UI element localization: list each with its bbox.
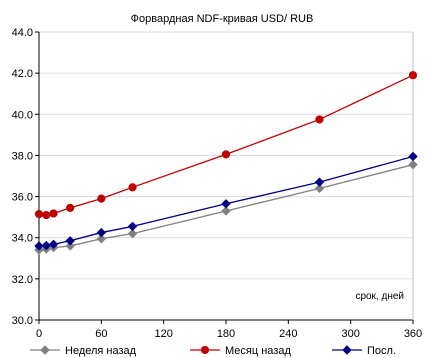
series-line-2 bbox=[38, 74, 414, 216]
y-tick-label: 32.0 bbox=[12, 274, 33, 286]
data-point-series-1 bbox=[96, 234, 107, 244]
x-tick-label: 180 bbox=[217, 328, 235, 340]
legend-item-2: Месяц назад bbox=[190, 345, 291, 357]
legend: Неделя назад Месяц назад Посл. bbox=[30, 345, 396, 357]
x-axis-label: срок, дней bbox=[355, 291, 404, 302]
data-point-series-1 bbox=[221, 206, 231, 216]
data-point-series-3 bbox=[314, 177, 325, 187]
data-point-series-3 bbox=[127, 221, 138, 232]
data-point-series-2 bbox=[315, 115, 324, 124]
y-tick-label: 36.0 bbox=[12, 192, 33, 204]
data-point-series-1 bbox=[65, 241, 75, 251]
legend-item-1: Неделя назад bbox=[30, 345, 137, 357]
data-point-series-3 bbox=[48, 239, 59, 250]
data-point-series-2 bbox=[34, 209, 44, 219]
legend-label: Месяц назад bbox=[225, 345, 291, 357]
y-tick-label: 38.0 bbox=[12, 150, 33, 162]
data-point-series-1 bbox=[408, 159, 418, 170]
data-point-series-2 bbox=[97, 194, 106, 203]
data-point-series-3 bbox=[221, 199, 231, 209]
y-tick-labels: 30.0 32.0 34.0 36.0 38.0 40.0 42.0 44.0 bbox=[12, 27, 33, 327]
x-tick-label: 60 bbox=[95, 328, 107, 340]
x-tick-label: 240 bbox=[279, 328, 297, 340]
series-lines bbox=[38, 74, 414, 251]
legend-label: Неделя назад bbox=[65, 345, 137, 357]
data-point-series-3 bbox=[408, 151, 418, 162]
x-tick-label: 360 bbox=[404, 328, 422, 340]
x-tick-label: 300 bbox=[341, 328, 359, 340]
data-point-series-2 bbox=[42, 210, 51, 220]
y-tick-label: 42.0 bbox=[12, 68, 33, 80]
data-point-series-3 bbox=[96, 227, 107, 238]
legend-swatch-marker bbox=[200, 345, 210, 355]
data-point-series-1 bbox=[314, 183, 325, 194]
data-point-series-1 bbox=[127, 228, 138, 239]
legend-label: Посл. bbox=[367, 345, 396, 357]
series-markers bbox=[34, 71, 418, 255]
legend-swatch-marker bbox=[40, 345, 50, 355]
data-point-series-2 bbox=[128, 183, 137, 192]
axes bbox=[35, 31, 414, 324]
data-point-series-2 bbox=[221, 150, 231, 159]
x-tick-labels: 0 60 120 180 240 300 360 bbox=[36, 328, 422, 340]
gridlines bbox=[39, 31, 413, 321]
data-point-series-2 bbox=[49, 209, 58, 218]
data-point-series-2 bbox=[408, 71, 418, 80]
data-point-series-3 bbox=[34, 241, 44, 251]
legend-swatch-marker bbox=[342, 345, 352, 355]
chart-title: Форвардная NDF-кривая USD/ RUB bbox=[131, 13, 314, 25]
x-tick-label: 0 bbox=[36, 328, 42, 340]
legend-item-3: Посл. bbox=[332, 345, 396, 357]
x-tick-label: 120 bbox=[154, 328, 172, 340]
data-point-series-2 bbox=[66, 203, 75, 212]
y-tick-label: 30.0 bbox=[12, 315, 33, 327]
data-point-series-3 bbox=[65, 236, 75, 246]
y-tick-label: 44.0 bbox=[12, 27, 33, 39]
y-tick-label: 34.0 bbox=[12, 233, 33, 245]
y-tick-label: 40.0 bbox=[12, 109, 33, 121]
